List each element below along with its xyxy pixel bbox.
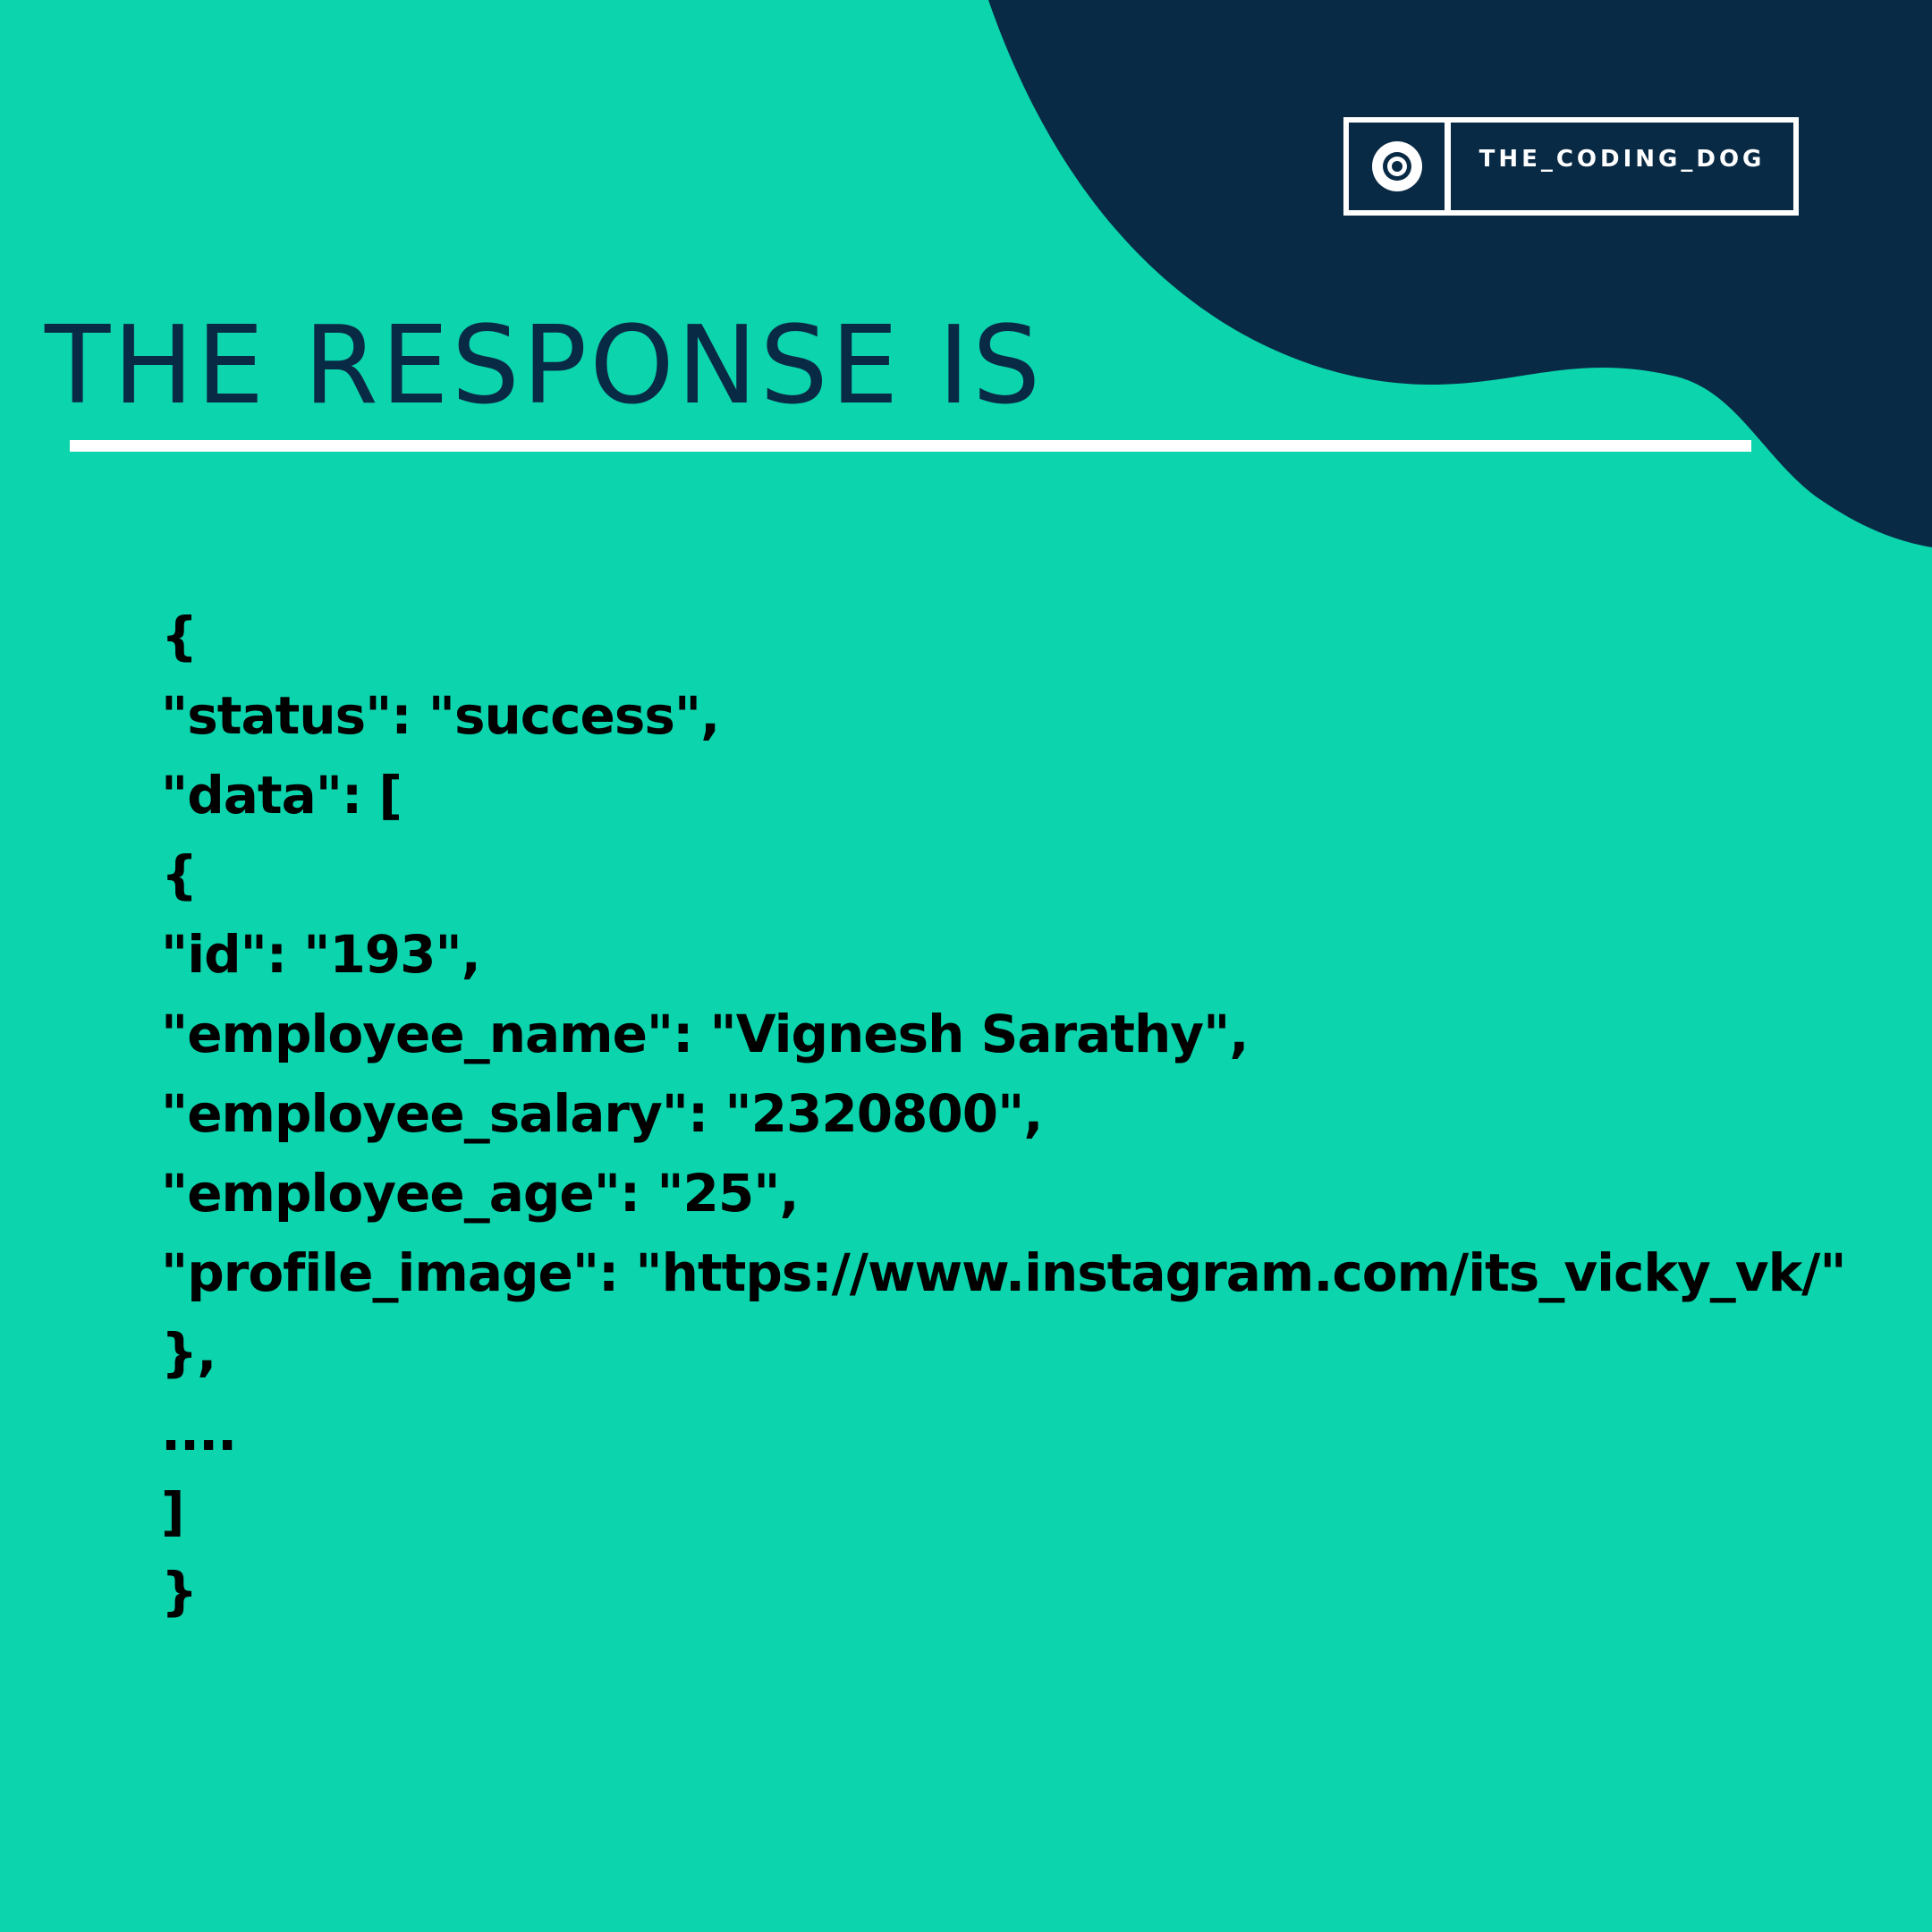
code-line: { (161, 844, 198, 905)
target-icon (1371, 141, 1422, 191)
code-line: "employee_name": "Vignesh Sarathy", (161, 1004, 1249, 1064)
code-line: "status": "success", (161, 685, 720, 746)
brand-icon-cell (1349, 123, 1451, 210)
code-line: } (161, 1561, 198, 1622)
brand-badge: THE_CODING_DOG (1343, 117, 1799, 216)
json-response-block: { "status": "success", "data": [ { "id":… (161, 597, 1847, 1631)
title-divider (70, 440, 1751, 452)
brand-label: THE_CODING_DOG (1479, 146, 1766, 173)
code-line: .... (161, 1402, 237, 1462)
code-line: { (161, 606, 198, 666)
code-line: }, (161, 1322, 216, 1383)
code-line: "profile_image": "https://www.instagram.… (161, 1242, 1847, 1303)
code-line: "employee_age": "25", (161, 1163, 799, 1224)
code-line: "id": "193", (161, 924, 481, 985)
code-line: "data": [ (161, 765, 402, 826)
code-line: "employee_salary": "2320800", (161, 1083, 1043, 1144)
code-line: ] (161, 1481, 185, 1542)
page-title: THE RESPONSE IS (45, 304, 1044, 428)
